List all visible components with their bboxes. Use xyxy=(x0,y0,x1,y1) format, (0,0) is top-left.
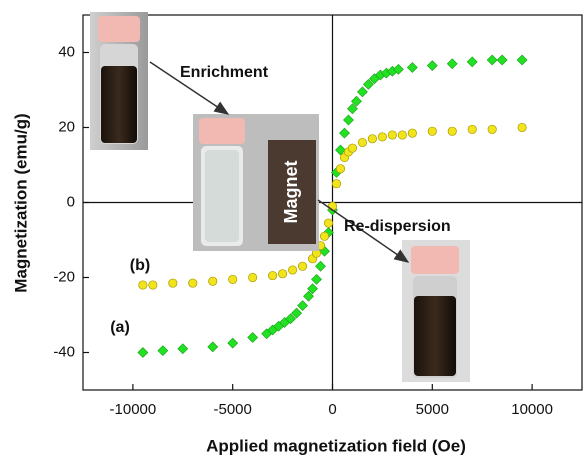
data-point xyxy=(324,219,332,227)
y-tick-label: 0 xyxy=(67,193,75,210)
data-point xyxy=(488,125,496,133)
data-point xyxy=(348,144,356,152)
data-point xyxy=(398,131,406,139)
data-point xyxy=(407,63,417,73)
photo-vial-enriched: Magnet xyxy=(193,114,319,251)
data-point xyxy=(487,55,497,65)
data-point xyxy=(158,346,168,356)
y-tick-label: 20 xyxy=(58,118,75,135)
data-point xyxy=(332,180,340,188)
data-point xyxy=(209,277,217,285)
x-axis-title: Applied magnetization field (Oe) xyxy=(206,436,466,455)
photo-vial-dispersed xyxy=(90,12,148,150)
x-tick-label: -5000 xyxy=(214,401,252,418)
data-point xyxy=(248,273,256,281)
data-point xyxy=(312,274,322,284)
data-point xyxy=(229,275,237,283)
annotation-redispersion: Re-dispersion xyxy=(344,218,451,235)
data-point xyxy=(427,61,437,71)
photo-vial-redispersed xyxy=(402,240,470,382)
chart: -10000 -5000 0 5000 10000 -40 -20 0 20 40 Magnet xyxy=(0,0,584,465)
y-tick-label: 40 xyxy=(58,43,75,60)
data-point xyxy=(248,333,258,343)
data-point xyxy=(298,262,306,270)
data-point xyxy=(336,165,344,173)
data-point xyxy=(178,344,188,354)
data-point xyxy=(169,279,177,287)
x-tick-label: 0 xyxy=(328,401,336,418)
data-point xyxy=(378,133,386,141)
y-tick-label: -40 xyxy=(53,343,75,360)
data-point xyxy=(189,279,197,287)
data-point xyxy=(358,138,366,146)
data-point xyxy=(138,348,148,358)
data-point xyxy=(320,232,328,240)
data-point xyxy=(428,127,436,135)
data-point xyxy=(343,115,353,125)
data-point xyxy=(208,342,218,352)
page: {"chart_data": { "type": "scatter", "x_l… xyxy=(0,0,584,465)
data-point xyxy=(228,338,238,348)
x-tick-label: -10000 xyxy=(110,401,157,418)
data-point xyxy=(408,129,416,137)
data-point xyxy=(497,55,507,65)
data-point xyxy=(448,127,456,135)
series-label: (b) xyxy=(130,257,150,274)
data-point xyxy=(278,270,286,278)
data-point xyxy=(149,281,157,289)
data-point xyxy=(467,57,477,67)
data-point xyxy=(268,271,276,279)
x-tick-label: 5000 xyxy=(416,401,449,418)
data-point xyxy=(447,59,457,69)
y-axis-title: Magnetization (emu/g) xyxy=(11,113,30,292)
data-point xyxy=(388,131,396,139)
data-point xyxy=(357,87,367,97)
data-point xyxy=(368,135,376,143)
data-point xyxy=(517,55,527,65)
y-tick-label: -20 xyxy=(53,268,75,285)
annotation-enrichment: Enrichment xyxy=(180,64,269,81)
series-label: (a) xyxy=(110,319,130,336)
data-point xyxy=(298,301,308,311)
x-tick-label: 10000 xyxy=(511,401,553,418)
data-point xyxy=(139,281,147,289)
data-point xyxy=(339,128,349,138)
data-point xyxy=(468,125,476,133)
annotation-magnet: Magnet xyxy=(281,160,301,223)
data-point xyxy=(316,261,326,271)
data-point xyxy=(288,266,296,274)
data-point xyxy=(518,123,526,131)
